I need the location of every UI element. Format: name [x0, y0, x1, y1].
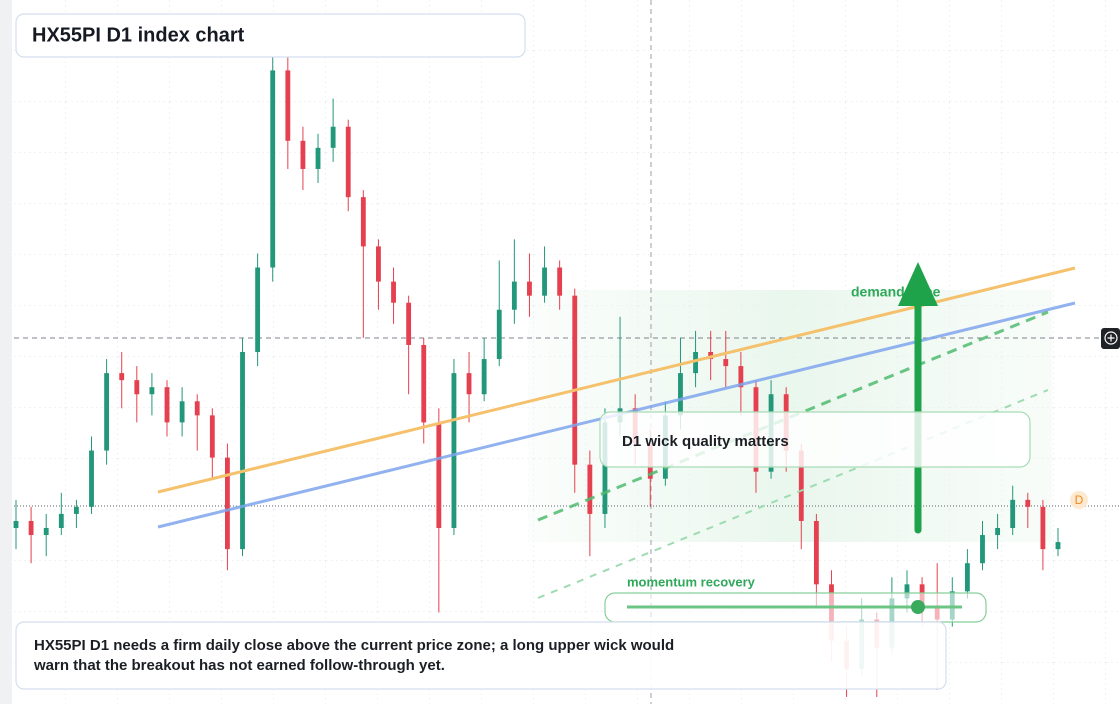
candle-body — [240, 352, 245, 550]
candle-body — [376, 246, 381, 282]
candle-body — [602, 422, 608, 514]
candle-body — [89, 450, 94, 507]
candle-body — [315, 147, 321, 169]
candle-body — [496, 309, 502, 360]
candle-body — [360, 197, 366, 247]
candle-body — [1025, 499, 1031, 507]
candle-body — [481, 359, 487, 395]
note-wrap: HX55PI D1 needs a firm daily close above… — [34, 637, 675, 674]
candle-body — [1010, 499, 1016, 528]
title-box — [15, 13, 526, 58]
candle-body — [134, 380, 140, 395]
candle-body — [1040, 506, 1046, 550]
candle-body — [13, 520, 19, 528]
candle-body — [300, 140, 306, 169]
candle-body — [904, 584, 910, 599]
candle-body — [1055, 542, 1061, 550]
candle-body — [511, 281, 517, 310]
candle-body — [436, 422, 442, 528]
candle-body — [73, 506, 79, 514]
candle-body — [330, 126, 336, 148]
candle-body — [391, 281, 396, 303]
candle-body — [678, 373, 683, 416]
candle-body — [225, 457, 230, 550]
candle-body — [194, 401, 200, 416]
candle-body — [723, 359, 729, 367]
tag-text: D — [1075, 493, 1084, 507]
chart-title: HX55PI D1 index chart — [32, 24, 245, 46]
tag-badge — [1070, 491, 1088, 509]
candle-body — [406, 302, 412, 345]
candle-body — [421, 344, 427, 423]
candle-body — [527, 281, 532, 296]
candle-body — [798, 450, 804, 521]
left-edge — [0, 0, 12, 704]
candle-body — [43, 528, 49, 536]
candle-body — [58, 513, 64, 528]
candle-body — [179, 401, 185, 423]
momentum-label: momentum recovery — [627, 574, 756, 589]
candle-body — [980, 535, 985, 564]
momentum-knob — [911, 600, 925, 614]
candle-body — [285, 70, 291, 141]
candle-body — [104, 373, 110, 451]
candle-body — [270, 70, 276, 268]
note-text: HX55PI D1 needs a firm daily close above… — [34, 637, 675, 674]
crosshair-button[interactable] — [1101, 328, 1120, 349]
candle-body — [209, 415, 215, 458]
candle-body — [466, 373, 472, 395]
candle-body — [693, 352, 698, 374]
candle-body — [451, 373, 457, 528]
candle-body — [587, 464, 593, 514]
candle-body — [557, 267, 563, 296]
candle-body — [28, 520, 34, 536]
candle-body — [964, 563, 970, 592]
candle-body — [542, 267, 547, 296]
candle-body — [119, 373, 125, 381]
note-box — [15, 621, 947, 690]
candle-body — [813, 520, 819, 585]
candle-body — [164, 387, 170, 423]
candle-body — [572, 295, 578, 465]
arrow-head — [898, 262, 938, 306]
candle-body — [345, 126, 351, 198]
callout-text: D1 wick quality matters — [622, 433, 789, 450]
button-icon[interactable] — [1104, 331, 1118, 345]
candle-body — [738, 366, 744, 388]
callout-box — [599, 411, 1031, 468]
candle-body — [995, 528, 1001, 536]
candle-body — [255, 267, 261, 352]
candle-body — [149, 387, 155, 395]
button-icon-plus[interactable] — [1107, 334, 1115, 342]
